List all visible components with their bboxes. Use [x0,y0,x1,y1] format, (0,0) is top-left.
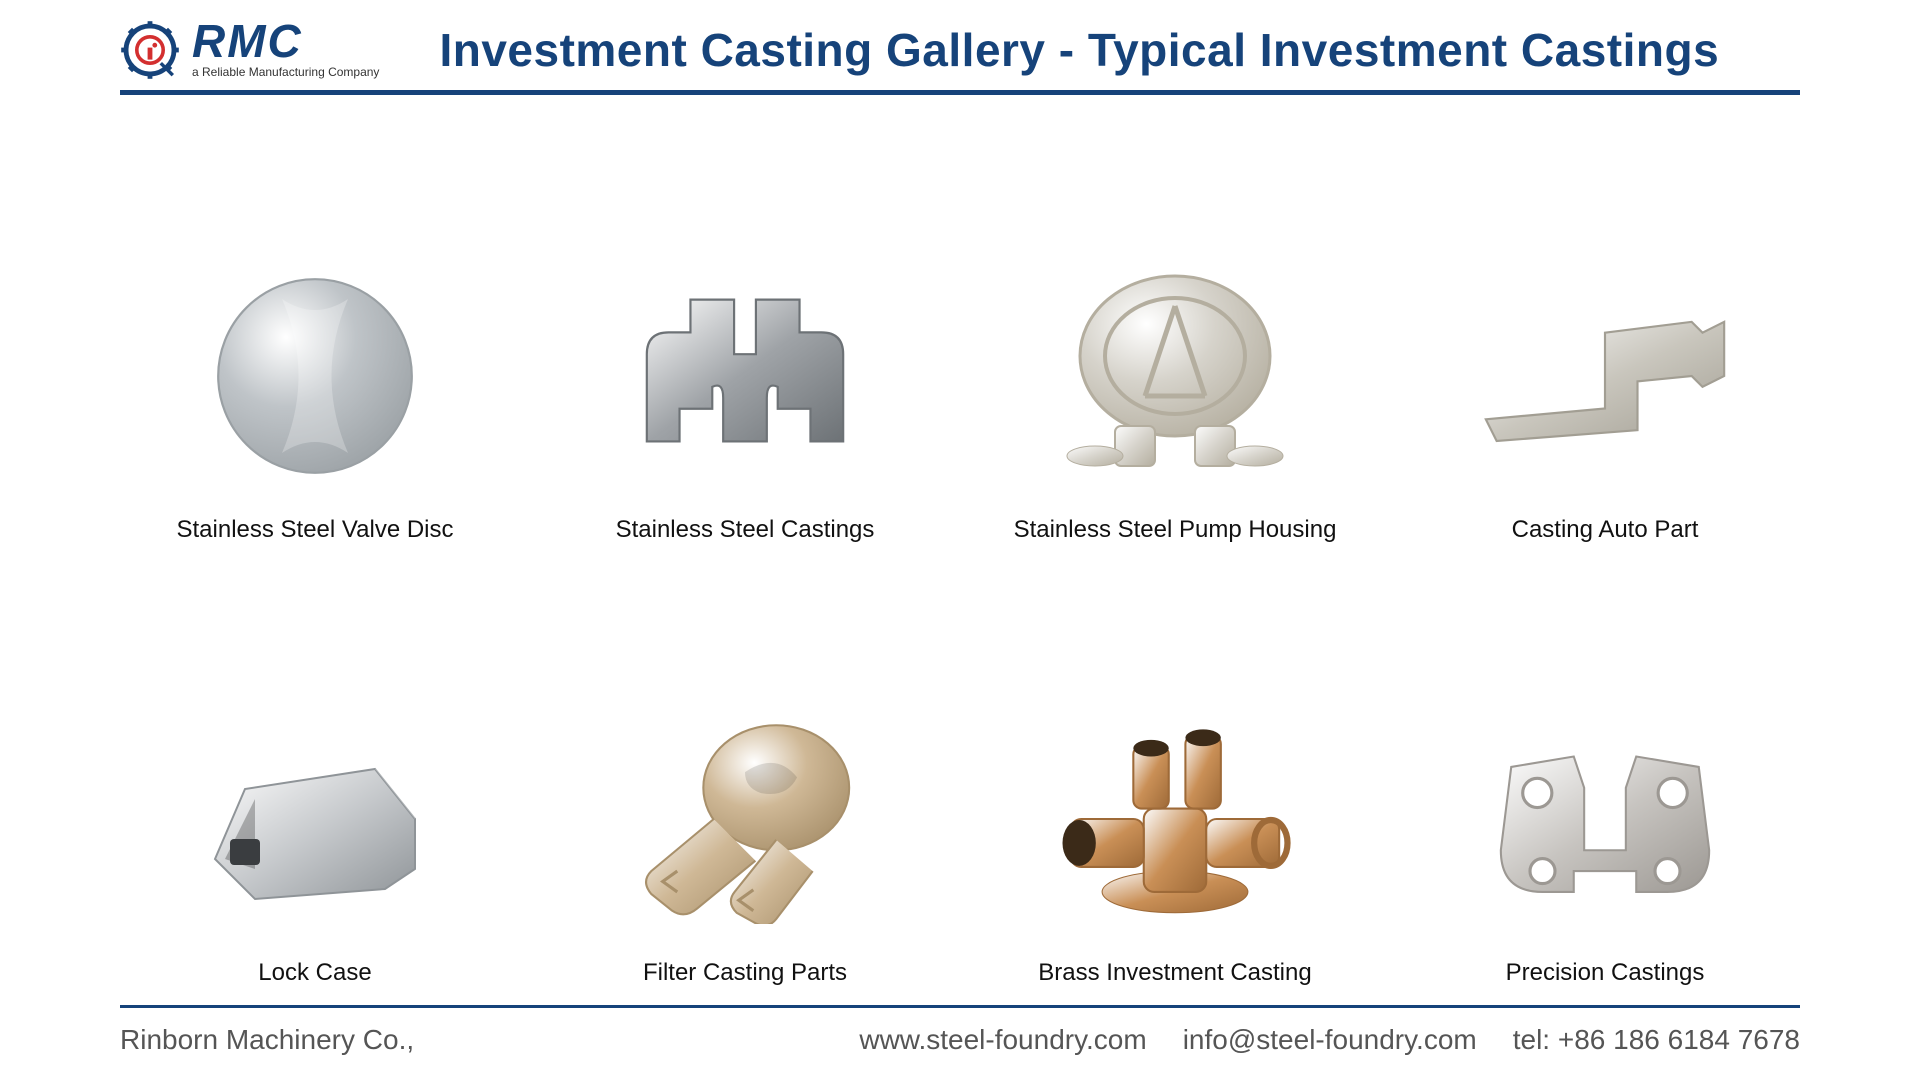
product-caption: Stainless Steel Pump Housing [1014,516,1337,544]
product-caption: Stainless Steel Valve Disc [176,516,453,544]
header-rule [120,90,1800,95]
logo-name: RMC [192,21,379,62]
gallery-cell: Stainless Steel Pump Housing [980,131,1370,544]
logo: RMC a Reliable Manufacturing Company [120,20,379,80]
product-image [615,266,875,486]
product-image [1475,266,1735,486]
page-title: Investment Casting Gallery - Typical Inv… [419,23,1800,77]
product-image [1045,266,1305,486]
logo-tagline: a Reliable Manufacturing Company [192,65,379,79]
product-image [1045,709,1305,929]
product-caption: Brass Investment Casting [1038,959,1311,987]
product-image [615,709,875,929]
gallery-cell: Casting Auto Part [1410,131,1800,544]
footer-tel: tel: +86 186 6184 7678 [1513,1024,1800,1056]
product-image [185,266,445,486]
page: RMC a Reliable Manufacturing Company Inv… [0,0,1920,1080]
gallery-cell: Stainless Steel Valve Disc [120,131,510,544]
product-caption: Casting Auto Part [1512,516,1699,544]
gallery-cell: Precision Castings [1410,574,1800,987]
footer-website: www.steel-foundry.com [859,1024,1146,1056]
product-caption: Filter Casting Parts [643,959,847,987]
product-image [185,709,445,929]
logo-gear-icon [120,20,180,80]
header: RMC a Reliable Manufacturing Company Inv… [120,20,1800,90]
gallery-cell: Stainless Steel Castings [550,131,940,544]
footer-email: info@steel-foundry.com [1183,1024,1477,1056]
footer: Rinborn Machinery Co., www.steel-foundry… [120,1008,1800,1080]
product-caption: Precision Castings [1506,959,1705,987]
product-caption: Lock Case [258,959,371,987]
product-caption: Stainless Steel Castings [616,516,875,544]
footer-company: Rinborn Machinery Co., [120,1024,414,1056]
gallery-cell: Brass Investment Casting [980,574,1370,987]
gallery-grid: Stainless Steel Valve Disc Stainless Ste… [120,111,1800,997]
gallery-cell: Filter Casting Parts [550,574,940,987]
logo-text: RMC a Reliable Manufacturing Company [192,21,379,78]
footer-contact: www.steel-foundry.com info@steel-foundry… [414,1024,1800,1056]
product-image [1475,709,1735,929]
gallery-cell: Lock Case [120,574,510,987]
